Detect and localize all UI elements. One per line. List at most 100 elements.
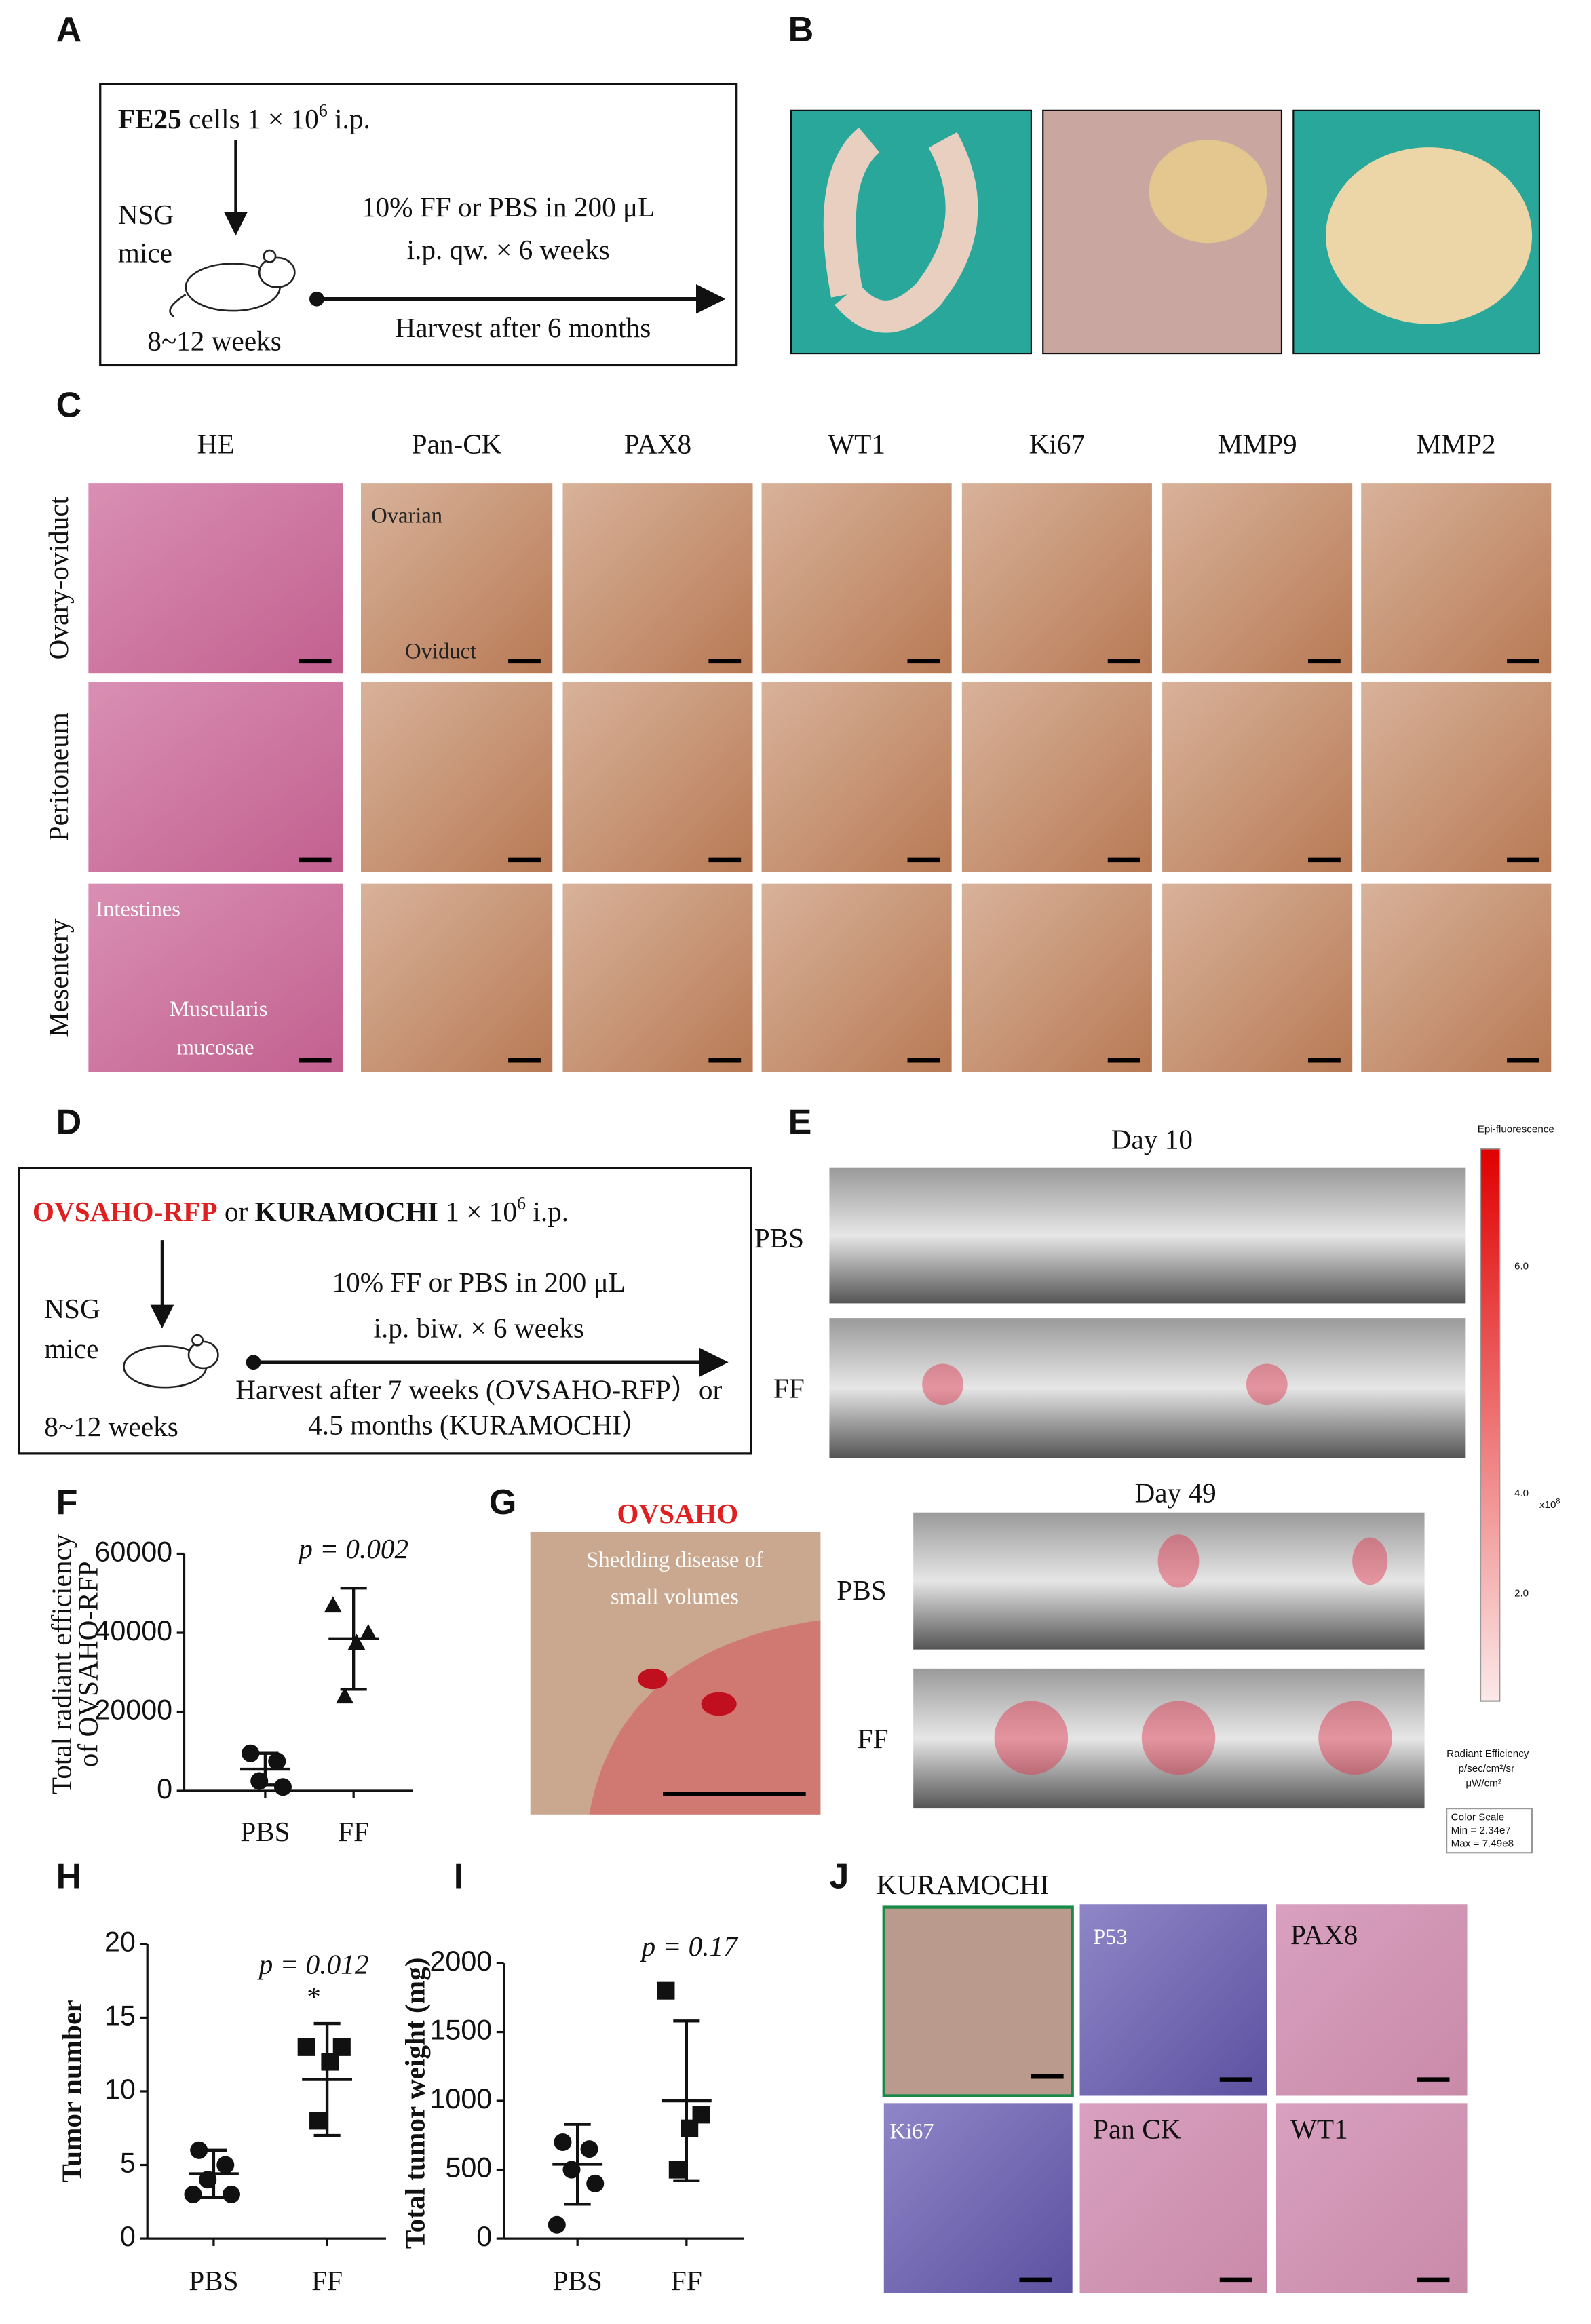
data-point [324,1596,342,1613]
photo [1042,109,1283,355]
histology-image [88,483,343,674]
y-tick-label: 20 [104,1926,136,1958]
panel-box [18,1167,752,1455]
row-label: Mesentery [43,918,74,1037]
scale-unit: x108 [1539,1498,1560,1511]
histology-image [88,883,343,1072]
overlay-label: Ovarian [371,504,442,528]
row-label: FF [858,1723,889,1754]
histology-image [1361,883,1552,1072]
column-header: MMP2 [1417,429,1496,460]
scale-tick: 6.0 [1514,1260,1529,1272]
data-point [321,2053,339,2071]
error-bar [673,2019,700,2182]
data-point [242,1744,260,1762]
imaging-photo [829,1318,1466,1458]
data-point [554,2133,572,2152]
overlay-label: Oviduct [405,639,476,663]
panel-label: C [56,385,82,425]
panel-label: H [56,1857,82,1896]
scale-tick: 4.0 [1514,1488,1529,1499]
scale-caption: μW/cm² [1465,1778,1501,1789]
row-label: FF [773,1372,805,1403]
data-point [297,2038,315,2056]
row-label: Peritoneum [43,712,74,841]
panel-label: E [788,1103,812,1142]
stain-label: Ki67 [889,2119,934,2144]
harvest: 4.5 months (KURAMOCHI） [308,1410,649,1441]
y-axis-label: Total radiant efficiency [45,1534,77,1794]
photo [882,1905,1074,2097]
error-bar [252,1751,279,1787]
x-tick-label: PBS [240,1816,290,1847]
y-tick-label: 0 [157,1773,172,1804]
scale-bars [1019,2074,1450,2283]
p-value: p = 0.002 [296,1533,408,1564]
strain: NSG [118,199,174,230]
histology-image [883,2103,1073,2293]
photo-detail [823,127,978,333]
y-axis-label: Total tumor weight (mg) [399,1957,431,2249]
day-label: Day 10 [1111,1123,1193,1155]
data-point [580,2140,598,2158]
color-bar [1479,1148,1501,1702]
x-tick-label: PBS [552,2265,602,2296]
y-tick-label: 60000 [94,1536,172,1567]
histology-image [961,883,1152,1072]
strain: mice [44,1333,98,1364]
histology-image [361,682,553,872]
error-bar [313,2021,341,2137]
row-label: PBS [837,1574,886,1606]
photo-detail [589,1620,821,1815]
p-value: p = 0.012 [257,1948,369,1979]
data-point [336,1687,354,1704]
stain-label: P53 [1093,1925,1128,1950]
column-header: HE [197,429,235,460]
photo-detail [701,1692,737,1716]
histology-image [562,483,753,674]
mouse-icon [169,249,296,317]
histology-image [1276,1904,1468,2096]
scale-caption: p/sec/cm²/sr [1458,1763,1514,1775]
overlay-label: Intestines [96,897,180,921]
histology-image [361,883,553,1072]
x-tick-label: PBS [189,2265,238,2296]
color-scale: Max = 7.49e8 [1451,1838,1514,1850]
imaging-photo [913,1668,1425,1809]
color-scale: Min = 2.34e7 [1451,1825,1511,1836]
histology-image [961,682,1152,872]
histology-grid: HE Pan-CK PAX8 WT1 Ki67 MMP9 MMP2 Ovary-oviduct… [43,429,1552,1072]
data-point [309,2112,328,2130]
panel-label: I [454,1857,463,1896]
treatment: 10% FF or PBS in 200 μL [362,191,655,222]
color-scale: Color Scale [1451,1811,1505,1823]
scale-box [1446,1808,1533,1854]
harvest: Harvest after 7 weeks (OVSAHO-RFP）or [235,1374,722,1406]
data-point [657,1981,675,2000]
panel-label: F [56,1483,78,1522]
p-value: p = 0.17 [640,1931,740,1962]
mouse-icon [123,1334,219,1389]
row-label: Ovary-oviduct [43,496,74,659]
row-label: PBS [754,1222,804,1254]
scale-caption: Radiant Efficiency [1446,1748,1529,1760]
error-bar [200,2148,227,2199]
significance: * [307,1981,321,2012]
data-point [681,2119,699,2137]
day-label: Day 49 [1134,1477,1216,1509]
histology-image [1361,682,1552,872]
scale-tick: 2.0 [1514,1587,1529,1599]
y-tick-label: 1500 [429,2014,492,2045]
data-point [359,1624,377,1640]
signal [922,1363,1392,1775]
histology-image [88,682,343,872]
x-tick-label: FF [671,2265,702,2296]
column-header: PAX8 [624,429,691,460]
histology-image [1079,1904,1267,2096]
histology-image [961,483,1152,674]
error-bar [564,2123,591,2206]
imaging-photo [913,1512,1425,1650]
photo-title: OVSAHO [617,1498,738,1529]
panel-box [99,83,738,367]
